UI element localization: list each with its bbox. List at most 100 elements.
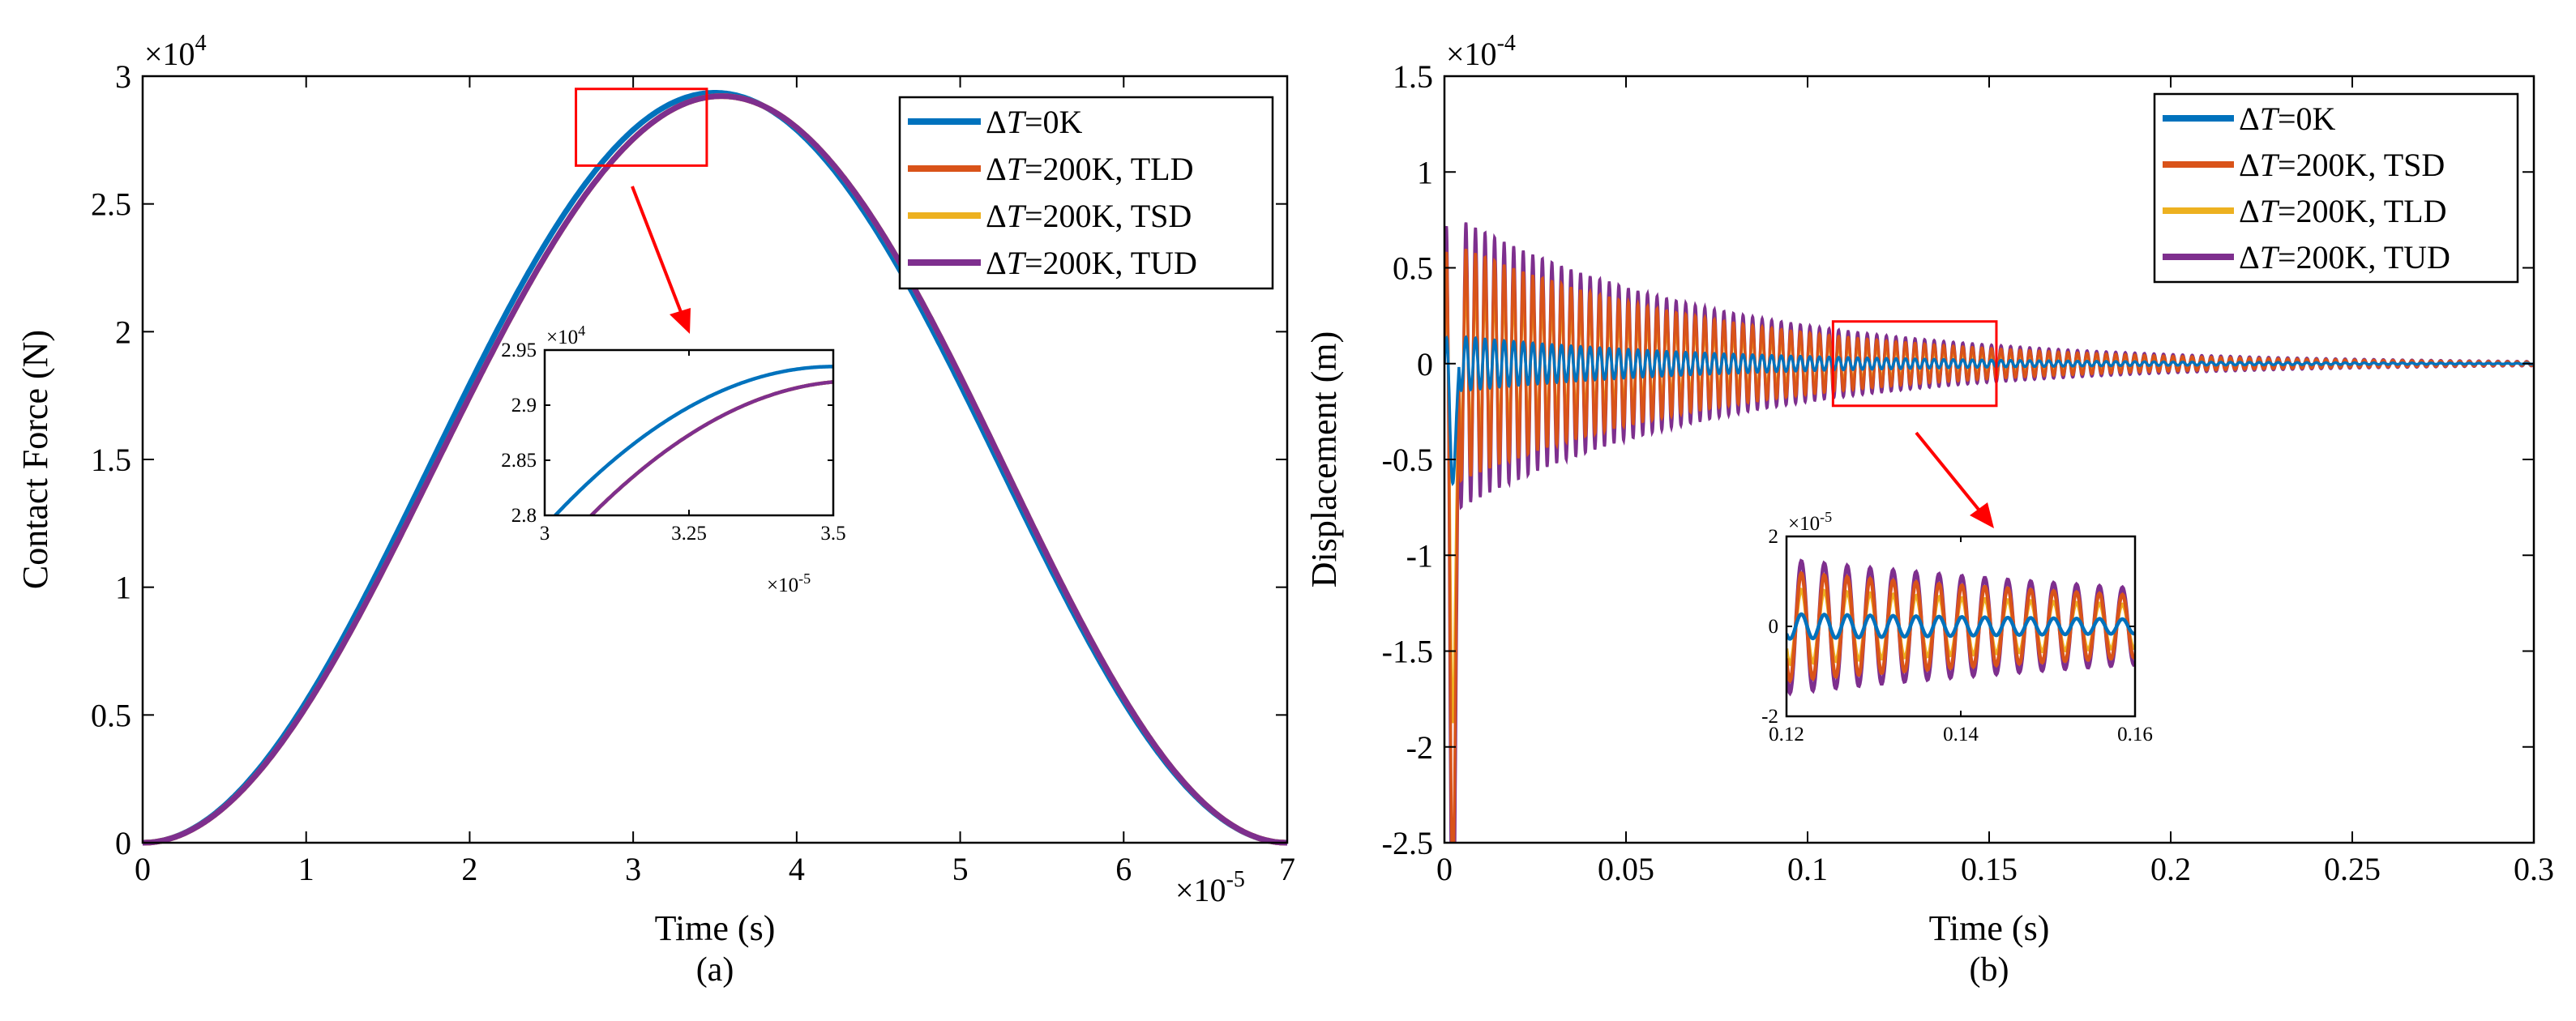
panel-a-inset-x-ticks: 3 3.25 3.5 bbox=[540, 350, 846, 545]
panel-a-y-tick-label: 1 bbox=[115, 570, 131, 606]
panel-b-legend-box bbox=[2153, 92, 2519, 284]
panel-b-inset-y-exponent: ×10-5 bbox=[1788, 509, 1832, 535]
panel-b-inset-line-1 bbox=[1787, 570, 2135, 684]
panel-b-inset-x-tick-label: 0.16 bbox=[2117, 724, 2153, 745]
panel-b-legend: ΔT=0K ΔT=200K, TSD ΔT=200K, TLD ΔT=200K,… bbox=[2153, 92, 2519, 284]
panel-a-x-tick-label: 1 bbox=[298, 851, 315, 887]
svg-text:ΔT=200K, TSD: ΔT=200K, TSD bbox=[2239, 147, 2445, 183]
legend-entry-b1: ΔT=200K, TSD bbox=[2163, 147, 2445, 183]
panel-a-x-tick-label: 4 bbox=[789, 851, 805, 887]
panel-b-y-axis-label: Displacement (m) bbox=[1304, 331, 1344, 587]
svg-text:ΔT=200K, TUD: ΔT=200K, TUD bbox=[2239, 239, 2450, 276]
panel-a-y-axis-label: Contact Force (N) bbox=[15, 330, 55, 589]
panel-b-inset-y-ticks: -2 0 2 bbox=[1761, 526, 2135, 728]
panel-b-x-tick-label: 0.3 bbox=[2514, 851, 2554, 887]
panel-b-x-tick-label: 0 bbox=[1436, 851, 1453, 887]
legend-entry-a0: ΔT=0K bbox=[908, 104, 1083, 140]
panel-b-inset: 0.12 0.14 0.16 -2 0 2 ×10-5 bbox=[1761, 509, 2153, 745]
panel-a-inset-series bbox=[553, 365, 833, 515]
panel-a-highlight-box bbox=[575, 88, 708, 167]
panel-a-series-group bbox=[143, 90, 1287, 846]
panel-b-y-tick-label: 1 bbox=[1417, 154, 1433, 190]
panel-a-y-tick-label: 0.5 bbox=[91, 697, 131, 733]
panel-b-y-tick-label: 1.5 bbox=[1393, 58, 1433, 95]
svg-text:ΔT=200K, TUD: ΔT=200K, TUD bbox=[986, 245, 1197, 281]
panel-a-zoom-arrow bbox=[631, 186, 691, 334]
panel-b-x-ticks: 0 0.05 0.1 0.15 0.2 0.25 0.3 bbox=[1436, 76, 2554, 887]
panel-b-x-tick-label: 0.05 bbox=[1598, 851, 1654, 887]
panel-b-displacement-chart: 0 0.05 0.1 0.15 0.2 0.25 0.3 -2.5-2-1.5-1-0.50… bbox=[1304, 31, 2554, 989]
panel-b-x-axis-label: Time (s) bbox=[1929, 908, 2050, 948]
panel-a-legend-box bbox=[898, 96, 1274, 290]
panel-a-contact-force-chart: 0 1 2 3 4 5 6 7 0 0.5 1 1.5 2 2.5 3 ×104 ×10-5 Time (… bbox=[15, 31, 1295, 989]
panel-b-y-tick-label: 0 bbox=[1417, 346, 1433, 382]
panel-a-inset-y-tick-label: 2.85 bbox=[501, 450, 537, 472]
panel-a-y-ticks: 0 0.5 1 1.5 2 2.5 3 bbox=[91, 58, 1287, 861]
panel-b-y-tick-label: -2 bbox=[1406, 729, 1433, 766]
panel-a-inset-line-3 bbox=[588, 380, 833, 515]
panel-b-inset-x-ticks: 0.12 0.14 0.16 bbox=[1769, 536, 2153, 745]
panel-a-x-tick-label: 6 bbox=[1115, 851, 1132, 887]
panel-b-label: (b) bbox=[1970, 951, 2009, 989]
panel-b-inset-y-tick-label: -2 bbox=[1761, 706, 1778, 728]
panel-a-y-exponent: ×104 bbox=[144, 31, 207, 72]
panel-a-y-tick-label: 2.5 bbox=[91, 186, 131, 223]
panel-a-x-exponent: ×10-5 bbox=[1175, 867, 1245, 908]
panel-a-x-ticks: 0 1 2 3 4 5 6 7 bbox=[135, 76, 1295, 887]
panel-b-series-line-0 bbox=[1444, 335, 2534, 486]
panel-a-inset-y-tick-label: 2.8 bbox=[511, 505, 537, 527]
panel-b-y-tick-label: -1 bbox=[1406, 537, 1433, 574]
panel-b-y-exponent: ×10-4 bbox=[1446, 31, 1516, 72]
svg-text:ΔT=0K: ΔT=0K bbox=[986, 104, 1083, 140]
svg-text:ΔT=0K: ΔT=0K bbox=[2239, 100, 2336, 137]
panel-a-legend: ΔT=0K ΔT=200K, TLD ΔT=200K, TSD ΔT=200K,… bbox=[898, 96, 1274, 290]
panel-a-inset-y-tick-label: 2.9 bbox=[511, 395, 537, 417]
legend-entry-b2: ΔT=200K, TLD bbox=[2163, 193, 2446, 229]
panel-a-x-tick-label: 0 bbox=[135, 851, 151, 887]
panel-a-y-tick-label: 0 bbox=[115, 825, 131, 861]
panel-b-inset-x-tick-label: 0.12 bbox=[1769, 724, 1804, 745]
panel-a-series-line-3 bbox=[143, 93, 1287, 846]
panel-a-inset-x-tick-label: 3.5 bbox=[820, 523, 845, 545]
legend-entry-a3: ΔT=200K, TUD bbox=[908, 245, 1197, 281]
legend-entry-a1: ΔT=200K, TLD bbox=[908, 151, 1193, 187]
legend-entry-b0: ΔT=0K bbox=[2163, 100, 2336, 137]
panel-b-y-ticks: -2.5 -2 -1.5 -1 -0.5 0 0.5 1 1.5 bbox=[1382, 58, 2534, 861]
panel-b-x-tick-label: 0.1 bbox=[1787, 851, 1828, 887]
legend-entry-a2: ΔT=200K, TSD bbox=[908, 198, 1192, 234]
legend-entry-b3: ΔT=200K, TUD bbox=[2163, 239, 2450, 276]
panel-a-x-axis-label: Time (s) bbox=[655, 908, 776, 948]
panel-a-inset-x-exponent: ×10-5 bbox=[767, 570, 811, 596]
panel-b-inset-y-tick-label: 2 bbox=[1769, 526, 1779, 548]
panel-a-x-tick-label: 3 bbox=[625, 851, 641, 887]
panel-b-inset-line-0 bbox=[1787, 612, 2135, 641]
svg-text:ΔT=200K, TLD: ΔT=200K, TLD bbox=[2239, 193, 2446, 229]
panel-a-inset-x-tick-label: 3.25 bbox=[671, 523, 707, 545]
panel-b-inset-y-tick-label: 0 bbox=[1769, 616, 1779, 638]
panel-a-x-tick-label: 2 bbox=[461, 851, 477, 887]
panel-b-y-tick-label: -2.5 bbox=[1382, 825, 1433, 861]
panel-a-x-tick-label: 7 bbox=[1279, 851, 1295, 887]
svg-text:ΔT=200K, TLD: ΔT=200K, TLD bbox=[986, 151, 1193, 187]
panel-a-inset-x-tick-label: 3 bbox=[540, 523, 550, 545]
panel-a-x-tick-label: 5 bbox=[952, 851, 969, 887]
panel-b-y-tick-label: 0.5 bbox=[1393, 250, 1433, 287]
panel-a-inset-y-ticks: 2.8 2.85 2.9 2.95 bbox=[501, 340, 833, 527]
panel-b-highlight-box bbox=[1831, 320, 1998, 408]
panel-b-y-tick-label: -0.5 bbox=[1382, 442, 1433, 478]
panel-b-inset-series bbox=[1787, 558, 2135, 697]
panel-a-y-tick-label: 2 bbox=[115, 314, 131, 350]
panel-a-inset-y-exponent: ×104 bbox=[546, 323, 585, 348]
panel-b-inset-x-tick-label: 0.14 bbox=[1943, 724, 1979, 745]
panel-b-x-tick-label: 0.15 bbox=[1961, 851, 2018, 887]
panel-a-y-tick-label: 3 bbox=[115, 58, 131, 95]
panel-a-inset: 3 3.25 3.5 2.8 2.85 2.9 2.95 ×104 ×10-5 bbox=[501, 323, 845, 596]
panel-b-series-group bbox=[1444, 222, 2534, 843]
panel-b-y-tick-label: -1.5 bbox=[1382, 634, 1433, 670]
panel-b-x-tick-label: 0.2 bbox=[2150, 851, 2191, 887]
panel-a-y-tick-label: 1.5 bbox=[91, 442, 131, 478]
svg-text:ΔT=200K, TSD: ΔT=200K, TSD bbox=[986, 198, 1192, 234]
panel-a-label: (a) bbox=[696, 951, 734, 989]
panel-a-inset-line-0 bbox=[553, 365, 833, 515]
